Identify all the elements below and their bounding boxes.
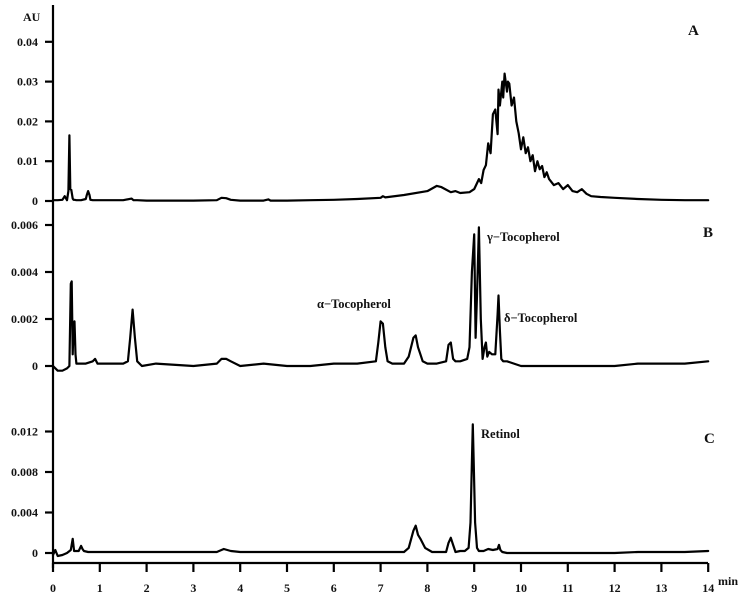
- panel-c: 0 0.004 0.008 0.012 C Retinol: [11, 423, 715, 560]
- x-tick-label: 11: [562, 581, 573, 595]
- x-tick-label: 12: [609, 581, 621, 595]
- x-tick-label: 14: [702, 581, 714, 595]
- y-tick-label: 0.006: [11, 218, 38, 232]
- panel-b-letter: B: [703, 225, 713, 241]
- y-tick-label: 0.03: [17, 75, 38, 89]
- y-tick-label: 0: [32, 359, 38, 373]
- panel-b-trace: [51, 226, 710, 372]
- x-tick-label: 2: [144, 581, 150, 595]
- x-tick-label: 4: [237, 581, 243, 595]
- y-tick-label: 0.012: [11, 425, 38, 439]
- panel-a: 0 0.01 0.02 0.03 0.04 A: [17, 23, 710, 208]
- x-tick-label: 0: [50, 581, 56, 595]
- alpha-tocopherol-label: α−Tocopherol: [317, 297, 391, 311]
- x-tick-label: 5: [284, 581, 290, 595]
- panel-a-letter: A: [688, 23, 699, 39]
- x-axis-ticks: 0 1 2 3 4 5 6 7 8 9 10 11 12 13 14: [50, 563, 714, 595]
- panel-a-trace: [51, 72, 710, 202]
- y-tick-label: 0.004: [11, 506, 38, 520]
- x-unit-label: min: [718, 574, 738, 588]
- panel-a-y-ticks: 0 0.01 0.02 0.03 0.04: [17, 35, 53, 208]
- gamma-tocopherol-label: γ−Tocopherol: [486, 230, 560, 244]
- y-tick-label: 0.008: [11, 465, 38, 479]
- panel-c-trace: [51, 423, 710, 558]
- panel-c-letter: C: [704, 431, 715, 447]
- y-tick-label: 0.002: [11, 312, 38, 326]
- y-tick-label: 0.04: [17, 35, 38, 49]
- y-tick-label: 0.01: [17, 154, 38, 168]
- y-tick-label: 0: [32, 194, 38, 208]
- x-tick-label: 1: [97, 581, 103, 595]
- panel-c-y-ticks: 0 0.004 0.008 0.012: [11, 425, 53, 560]
- retinol-label: Retinol: [481, 427, 520, 441]
- x-tick-label: 8: [424, 581, 430, 595]
- x-tick-label: 10: [515, 581, 527, 595]
- panel-b-y-ticks: 0 0.002 0.004 0.006: [11, 218, 53, 373]
- delta-tocopherol-label: δ−Tocopherol: [504, 311, 578, 325]
- y-tick-label: 0.02: [17, 114, 38, 128]
- x-tick-label: 9: [471, 581, 477, 595]
- x-tick-label: 13: [655, 581, 667, 595]
- panel-b: 0 0.002 0.004 0.006 B α−Tocopherol γ−Tocoph…: [11, 218, 713, 373]
- x-tick-label: 3: [190, 581, 196, 595]
- y-tick-label: 0: [32, 546, 38, 560]
- x-tick-label: 7: [378, 581, 384, 595]
- y-unit-label: AU: [23, 10, 41, 24]
- x-tick-label: 6: [331, 581, 337, 595]
- y-tick-label: 0.004: [11, 265, 38, 279]
